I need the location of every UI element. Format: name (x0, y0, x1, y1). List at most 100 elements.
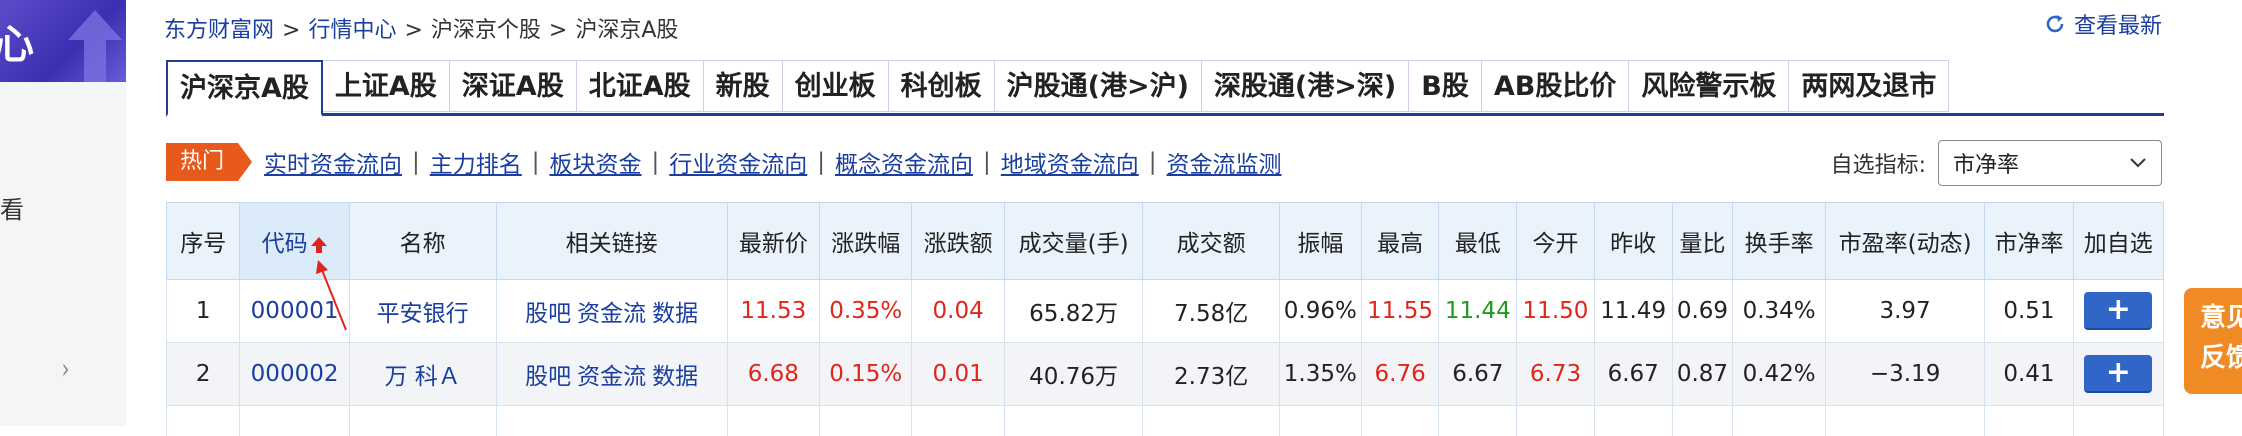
cell-high: 6.76 (1361, 343, 1439, 406)
cell-prev: 11.49 (1594, 280, 1672, 343)
stock-name-link[interactable]: 万 科Ａ (385, 364, 461, 390)
custom-indicator: 自选指标: 市净率 (1831, 140, 2162, 186)
th-add: 加自选 (2073, 203, 2163, 280)
tab-delisted[interactable]: 两网及退市 (1789, 60, 1949, 112)
th-vr[interactable]: 量比 (1672, 203, 1733, 280)
hot-link-main-rank[interactable]: 主力排名 (430, 145, 522, 179)
divider: | (817, 149, 825, 175)
breadcrumb-separator: > (404, 18, 422, 43)
hot-link-industry-flow[interactable]: 行业资金流向 (669, 145, 807, 179)
th-name[interactable]: 名称 (349, 203, 496, 280)
cell-low: 11.44 (1439, 280, 1517, 343)
hot-link-region-flow[interactable]: 地域资金流向 (1001, 145, 1139, 179)
th-pb[interactable]: 市净率 (1985, 203, 2073, 280)
tab-b-share[interactable]: B股 (1409, 60, 1482, 112)
cell-turnover: 0.42% (1733, 343, 1825, 406)
cell-price: 6.68 (727, 343, 819, 406)
tab-gem[interactable]: 创业板 (783, 60, 889, 112)
guba-link[interactable]: 股吧 (525, 301, 571, 327)
cell-prev: 6.67 (1594, 343, 1672, 406)
refresh-icon (2044, 13, 2066, 35)
th-chg[interactable]: 涨跌额 (912, 203, 1004, 280)
cell-code: 000002 (240, 343, 349, 406)
cell-chg: 0.04 (912, 280, 1004, 343)
cell-name: 万 科Ａ (349, 343, 496, 406)
cell-open: 6.73 (1517, 343, 1595, 406)
stock-table-container: 序号 代码 名称 相关链接 最新价 涨跌幅 涨跌额 成交量(手) 成交额 振幅 … (166, 202, 2164, 436)
th-code-label: 代码 (262, 231, 308, 257)
th-vol[interactable]: 成交量(手) (1004, 203, 1143, 280)
cell-chg: 0.01 (912, 343, 1004, 406)
cell-vr: 0.87 (1672, 343, 1733, 406)
stock-table: 序号 代码 名称 相关链接 最新价 涨跌幅 涨跌额 成交量(手) 成交额 振幅 … (166, 202, 2164, 436)
data-link[interactable]: 数据 (652, 301, 698, 327)
guba-link[interactable]: 股吧 (525, 364, 571, 390)
th-amp[interactable]: 振幅 (1279, 203, 1361, 280)
cell-pb: 0.51 (1985, 280, 2073, 343)
th-pe[interactable]: 市盈率(动态) (1825, 203, 1985, 280)
th-price[interactable]: 最新价 (727, 203, 819, 280)
table-row: 1 000001 平安银行 股吧资金流数据 11.53 0.35% 0.04 6… (167, 280, 2164, 343)
chevron-right-icon[interactable]: › (62, 352, 70, 385)
tab-new-stock[interactable]: 新股 (704, 60, 783, 112)
cell-links: 股吧资金流数据 (496, 343, 727, 406)
cell-vol: 40.76万 (1004, 343, 1143, 406)
indicator-select[interactable]: 市净率 (1938, 140, 2162, 186)
th-open[interactable]: 今开 (1517, 203, 1595, 280)
th-pct[interactable]: 涨跌幅 (820, 203, 912, 280)
th-prev[interactable]: 昨收 (1594, 203, 1672, 280)
feedback-line1: 意见 (2200, 298, 2242, 338)
tab-hs-a[interactable]: 沪深京A股 (166, 60, 323, 117)
th-high[interactable]: 最高 (1361, 203, 1439, 280)
tab-star[interactable]: 科创板 (889, 60, 995, 112)
divider: | (412, 149, 420, 175)
th-low[interactable]: 最低 (1439, 203, 1517, 280)
hot-link-sector-fund[interactable]: 板块资金 (550, 145, 642, 179)
cell-pct: 0.35% (820, 280, 912, 343)
fund-flow-link[interactable]: 资金流 (577, 364, 646, 390)
tab-hk-sh[interactable]: 沪股通(港>沪) (995, 60, 1202, 112)
th-index: 序号 (167, 203, 240, 280)
feedback-line2: 反馈 (2200, 338, 2242, 378)
hot-link-realtime-flow[interactable]: 实时资金流向 (264, 145, 402, 179)
divider: | (983, 149, 991, 175)
side-logo[interactable]: 心 (0, 0, 126, 82)
table-row: 2 000002 万 科Ａ 股吧资金流数据 6.68 0.15% 0.01 40… (167, 343, 2164, 406)
stock-name-link[interactable]: 平安银行 (377, 301, 469, 327)
cell-add: + (2073, 343, 2163, 406)
breadcrumb-separator: > (549, 18, 567, 43)
sort-arrow-up-icon (310, 236, 328, 254)
breadcrumb-stocks: 沪深京个股 (431, 18, 541, 43)
fund-flow-link[interactable]: 资金流 (577, 301, 646, 327)
divider: | (652, 149, 660, 175)
data-link[interactable]: 数据 (652, 364, 698, 390)
tab-hk-sz[interactable]: 深股通(港>深) (1202, 60, 1409, 112)
cell-high: 11.55 (1361, 280, 1439, 343)
indicator-selected-value: 市净率 (1953, 147, 2019, 179)
th-links: 相关链接 (496, 203, 727, 280)
th-amount[interactable]: 成交额 (1143, 203, 1279, 280)
tab-sz-a[interactable]: 深证A股 (450, 60, 577, 112)
tab-risk-warning[interactable]: 风险警示板 (1629, 60, 1789, 112)
refresh-button[interactable]: 查看最新 (2044, 8, 2162, 40)
tab-bj-a[interactable]: 北证A股 (577, 60, 704, 112)
tab-ab-compare[interactable]: AB股比价 (1482, 60, 1629, 112)
side-panel: 心 看 › (0, 0, 126, 426)
indicator-label: 自选指标: (1831, 147, 1926, 179)
add-watchlist-button[interactable]: + (2084, 292, 2152, 330)
tab-sh-a[interactable]: 上证A股 (323, 60, 450, 112)
breadcrumb: 东方财富网>行情中心>沪深京个股>沪深京A股 (164, 12, 678, 44)
breadcrumb-market-center[interactable]: 行情中心 (308, 18, 396, 43)
cell-amount: 2.73亿 (1143, 343, 1279, 406)
cell-index: 2 (167, 343, 240, 406)
feedback-button[interactable]: 意见 反馈 (2184, 288, 2242, 394)
hot-links-bar: 热门 实时资金流向| 主力排名| 板块资金| 行业资金流向| 概念资金流向| 地… (166, 142, 1282, 182)
add-watchlist-button[interactable]: + (2084, 355, 2152, 393)
breadcrumb-home[interactable]: 东方财富网 (164, 18, 274, 43)
hot-link-concept-flow[interactable]: 概念资金流向 (835, 145, 973, 179)
hot-link-flow-monitor[interactable]: 资金流监测 (1167, 145, 1282, 179)
chevron-down-icon (2129, 157, 2147, 169)
stock-code-link[interactable]: 000002 (251, 361, 339, 387)
th-turnover[interactable]: 换手率 (1733, 203, 1825, 280)
table-row-partial (167, 406, 2164, 436)
